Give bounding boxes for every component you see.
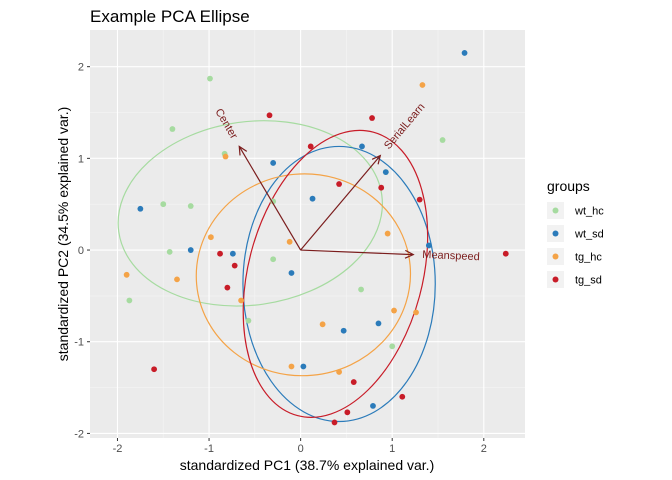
point-tg_sd (369, 115, 375, 121)
chart-title: Example PCA Ellipse (90, 7, 250, 26)
point-tg_sd (231, 262, 238, 269)
y-tick-label: 0 (78, 245, 84, 257)
point-tg_hc (222, 153, 229, 160)
point-tg_sd (307, 143, 314, 150)
point-tg_hc (413, 309, 419, 316)
point-wt_hc (270, 256, 277, 263)
x-tick-label: 2 (481, 443, 487, 455)
x-tick-label: 0 (298, 443, 304, 455)
legend-label-wt_hc: wt_hc (574, 206, 604, 218)
point-tg_sd (350, 379, 357, 385)
point-tg_sd (151, 366, 158, 373)
point-wt_sd (137, 205, 144, 212)
x-tick-label: -2 (113, 443, 123, 455)
point-tg_hc (319, 321, 326, 328)
ellipse-tg_sd (242, 129, 429, 418)
legend-swatch-wt_sd (552, 230, 559, 237)
grid-lines (90, 30, 525, 438)
ellipse-wt_hc (117, 120, 383, 307)
point-tg_sd (224, 284, 231, 291)
point-tg_hc (288, 363, 295, 370)
legend: groups wt_hc wt_sd tg_hc tg_sd (547, 178, 604, 288)
point-wt_hc (270, 198, 277, 205)
point-wt_sd (425, 242, 432, 249)
point-tg_sd (399, 393, 406, 400)
legend-label-wt_sd: wt_sd (574, 229, 604, 241)
point-wt_hc (126, 297, 133, 304)
point-tg_sd (378, 184, 385, 191)
point-wt_hc (389, 343, 396, 350)
legend-swatch-tg_hc (552, 253, 559, 260)
point-tg_hc (238, 297, 245, 304)
arrow-Meanspeed (300, 249, 414, 256)
point-tg_hc (174, 276, 180, 283)
legend-swatch-tg_sd (552, 276, 559, 283)
arrowhead-Meanspeed (404, 249, 415, 259)
arrowhead-SerialLearn (371, 154, 382, 165)
legend-label-tg_sd: tg_sd (575, 275, 602, 287)
point-tg_sd (217, 250, 223, 257)
point-tg_hc (336, 369, 342, 375)
point-tg_sd (416, 196, 423, 203)
point-tg_sd (336, 181, 342, 187)
ellipses (117, 120, 436, 423)
x-axis-title: standardized PC1 (38.7% explained var.) (180, 457, 434, 473)
point-tg_sd (344, 409, 351, 416)
point-wt_sd (370, 403, 376, 409)
point-tg_sd (502, 250, 509, 257)
point-wt_hc (245, 317, 252, 324)
data-points (123, 50, 509, 426)
x-axis-ticks: -2 -1 0 1 2 (113, 438, 487, 455)
point-wt_sd (309, 195, 316, 202)
point-tg_hc (391, 307, 397, 314)
x-tick-label: 1 (389, 443, 395, 455)
ellipse-tg_hc (195, 173, 412, 377)
point-wt_hc (187, 203, 194, 209)
point-tg_hc (207, 234, 214, 241)
point-tg_sd (266, 112, 273, 119)
point-wt_sd (340, 327, 347, 334)
point-tg_hc (384, 230, 391, 237)
point-wt_sd (382, 169, 389, 176)
point-wt_sd (187, 247, 194, 253)
legend-title: groups (547, 178, 590, 194)
point-wt_hc (160, 201, 167, 208)
y-tick-label: -1 (74, 337, 84, 349)
ellipse-wt_sd (242, 145, 436, 423)
arrow-Center (238, 146, 302, 251)
point-wt_hc (166, 248, 173, 255)
point-wt_hc (207, 75, 213, 82)
arrowhead-Center (238, 145, 248, 156)
point-wt_sd (461, 50, 468, 56)
y-tick-label: 1 (78, 153, 84, 165)
y-axis-title: standardized PC2 (34.5% explained var.) (55, 107, 71, 361)
point-tg_sd (331, 419, 338, 426)
y-tick-label: -2 (74, 428, 84, 440)
point-wt_sd (300, 363, 307, 370)
legend-label-tg_hc: tg_hc (575, 252, 602, 264)
point-wt_hc (358, 286, 364, 293)
point-tg_hc (419, 82, 426, 88)
point-tg_hc (123, 271, 130, 278)
point-wt_sd (288, 270, 295, 276)
point-tg_hc (286, 238, 293, 245)
plot-panel (90, 30, 525, 438)
arrow-label-Meanspeed: Meanspeed (422, 249, 480, 263)
legend-swatch-wt_hc (552, 207, 559, 214)
y-tick-label: 2 (78, 62, 84, 74)
y-axis-ticks: -2 -1 0 1 2 (74, 62, 90, 440)
point-wt_sd (359, 143, 365, 150)
point-wt_hc (169, 126, 176, 132)
arrow-SerialLearn (300, 155, 381, 251)
x-tick-label: -1 (204, 443, 214, 455)
point-wt_sd (270, 160, 277, 166)
point-wt_sd (375, 320, 382, 327)
point-wt_sd (229, 250, 236, 257)
point-wt_hc (439, 137, 446, 143)
